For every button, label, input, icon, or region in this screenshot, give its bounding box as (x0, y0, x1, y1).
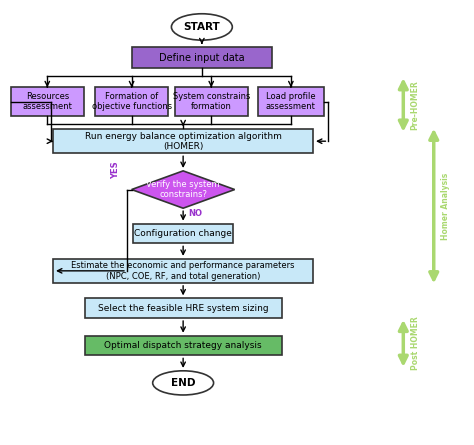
Text: Post HOMER: Post HOMER (410, 316, 419, 370)
Text: Optimal dispatch strategy analysis: Optimal dispatch strategy analysis (104, 341, 262, 350)
Text: Load profile
assessment: Load profile assessment (266, 92, 316, 111)
Text: END: END (171, 378, 195, 388)
FancyBboxPatch shape (132, 47, 272, 68)
Ellipse shape (172, 14, 232, 40)
FancyBboxPatch shape (53, 259, 313, 283)
Text: Define input data: Define input data (159, 53, 245, 63)
Text: NO: NO (188, 209, 202, 218)
FancyBboxPatch shape (175, 87, 247, 116)
Text: Select the feasible HRE system sizing: Select the feasible HRE system sizing (98, 303, 268, 313)
FancyBboxPatch shape (53, 129, 313, 153)
Text: Run energy balance optimization algorithm
(HOMER): Run energy balance optimization algorith… (85, 132, 282, 151)
Text: YES: YES (111, 161, 120, 178)
FancyBboxPatch shape (258, 87, 324, 116)
FancyBboxPatch shape (85, 336, 282, 356)
Text: Resources
assessment: Resources assessment (22, 92, 72, 111)
Text: Configuration change: Configuration change (134, 229, 232, 238)
Polygon shape (132, 171, 235, 208)
Text: Verify the system
constrains?: Verify the system constrains? (146, 180, 220, 199)
Text: Homer Analysis: Homer Analysis (441, 172, 450, 240)
FancyBboxPatch shape (11, 87, 83, 116)
Ellipse shape (153, 371, 214, 395)
FancyBboxPatch shape (133, 223, 234, 243)
Text: System constrains
formation: System constrains formation (173, 92, 250, 111)
FancyBboxPatch shape (95, 87, 168, 116)
FancyBboxPatch shape (85, 298, 282, 318)
Text: Pre-HOMER: Pre-HOMER (410, 80, 419, 130)
Text: Estimate the economic and performance parameters
(NPC, COE, RF, and total genera: Estimate the economic and performance pa… (72, 261, 295, 280)
Text: START: START (183, 22, 220, 32)
Text: Formation of
objective functions: Formation of objective functions (91, 92, 172, 111)
